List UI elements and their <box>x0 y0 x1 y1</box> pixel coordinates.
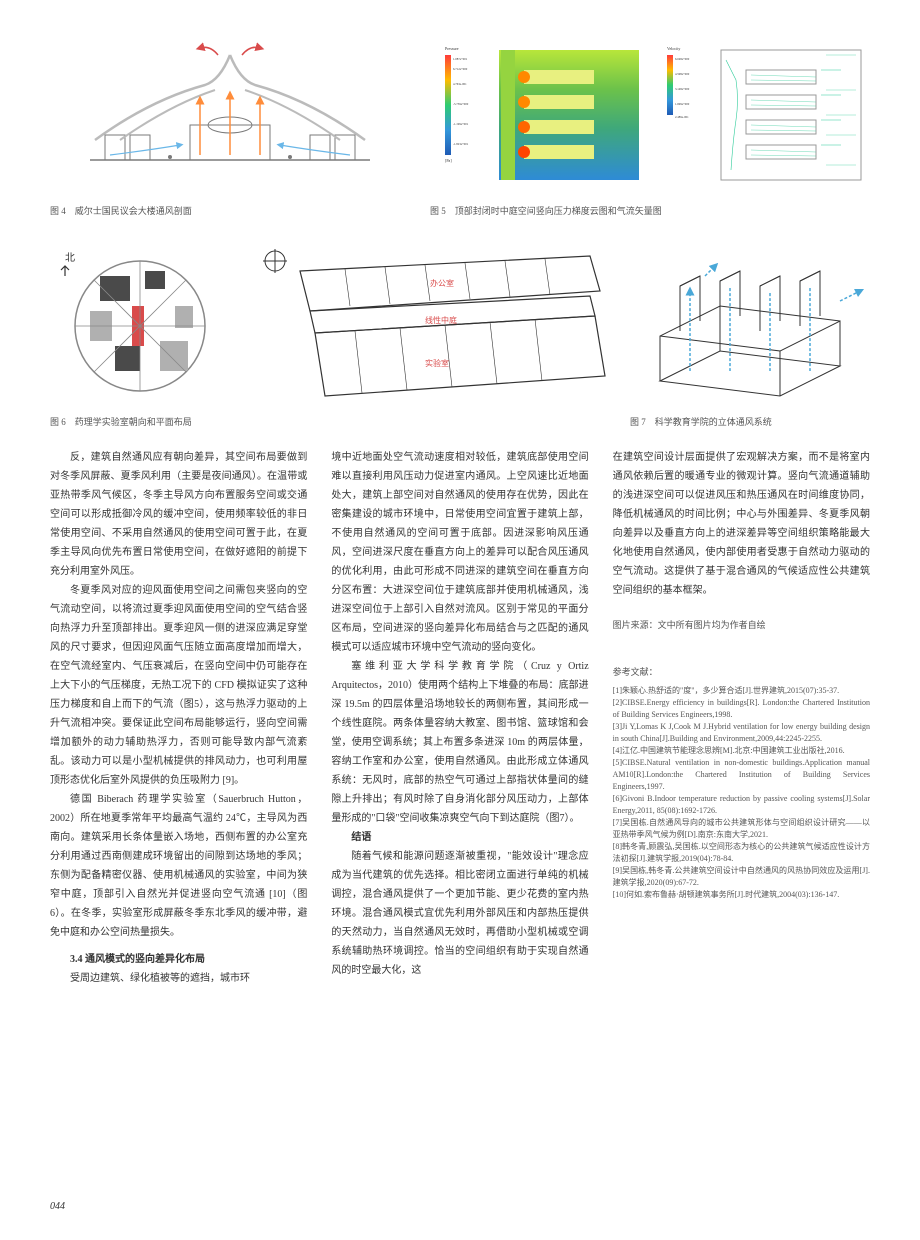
svg-text:2.489e-001: 2.489e-001 <box>675 115 689 119</box>
fig4-svg <box>50 40 410 190</box>
svg-text:-1.199e+001: -1.199e+001 <box>453 122 469 126</box>
svg-text:-5.759e+000: -5.759e+000 <box>453 102 469 106</box>
office-label: 办公室 <box>430 278 454 288</box>
fig7-svg <box>630 241 870 401</box>
svg-text:[Pa]: [Pa] <box>445 158 452 163</box>
ref-10: [10]何如.索布鲁赫·胡顿建筑事务所[J].时代建筑,2004(03):136… <box>613 889 870 901</box>
section-title-3-4: 3.4 通风模式的竖向差异化布局 <box>50 950 307 969</box>
svg-text:6.048e+000: 6.048e+000 <box>675 57 690 61</box>
col3-p1: 在建筑空间设计层面提供了宏观解决方案，而不是将室内通风依赖后置的暖通专业的微观计… <box>613 448 870 600</box>
figure-row-1: Pressure 1.087e+001 6.712e+000 4.763e-00… <box>50 40 870 190</box>
caption-fig7: 图 7 科学教育学院的立体通风系统 <box>630 415 870 428</box>
ref-6: [6]Givoni B.Indoor temperature reduction… <box>613 793 870 817</box>
column-1: 反，建筑自然通风应有朝向差异，其空间布局要做到对冬季风屏蔽、夏季风利用（主要是夜… <box>50 448 307 988</box>
refs-title: 参考文献： <box>613 663 870 682</box>
ref-3: [3]Ji Y,Lomas K J,Cook M J.Hybrid ventil… <box>613 721 870 745</box>
svg-text:1.087e+001: 1.087e+001 <box>453 57 468 61</box>
svg-text:4.763e-001: 4.763e-001 <box>453 82 467 86</box>
col1-p2: 冬夏季风对应的迎风面使用空间之间需包夹竖向的空气流动空间，以将流过夏季迎风面使用… <box>50 581 307 790</box>
svg-text:4.598e+000: 4.598e+000 <box>675 72 690 76</box>
caption-fig5: 图 5 顶部封闭时中庭空间竖向压力梯度云图和气流矢量图 <box>430 204 870 217</box>
caption-fig4: 图 4 威尔士国民议会大楼通风剖面 <box>50 204 410 217</box>
col1-p3: 德国 Biberach 药理学实验室（Sauerbruch Hutton，200… <box>50 790 307 942</box>
col2-p2: 塞维利亚大学科学教育学院（Cruz y Ortiz Arquitectos，20… <box>331 657 588 828</box>
col2-p3: 随着气候和能源问题逐渐被重视，"能效设计"理念应成为当代建筑的优先选择。相比密闭… <box>331 847 588 980</box>
figure-6-plan: 办公室 线性中庭 实验室 <box>250 241 610 401</box>
figure-7 <box>630 241 870 401</box>
svg-text:6.712e+000: 6.712e+000 <box>453 67 468 71</box>
north-label: 北 <box>65 252 75 264</box>
caption-fig6: 图 6 药理学实验室朝向和平面布局 <box>50 415 610 428</box>
ref-7: [7]吴国栋.自然通风导向的城市公共建筑形体与空间组织设计研究——以亚热带季风气… <box>613 817 870 841</box>
svg-text:1.699e+000: 1.699e+000 <box>675 102 690 106</box>
atrium-label: 线性中庭 <box>425 315 457 325</box>
svg-text:Velocity: Velocity <box>667 46 680 51</box>
svg-text:-1.823e+001: -1.823e+001 <box>453 142 469 146</box>
captions-row-2: 图 6 药理学实验室朝向和平面布局 图 7 科学教育学院的立体通风系统 <box>50 409 870 428</box>
figure-row-2: 北 <box>50 241 870 401</box>
column-2: 境中近地面处空气流动速度相对较低，建筑底部使用空间难以直接利用风压动力促进室内通… <box>331 448 588 988</box>
text-columns: 反，建筑自然通风应有朝向差异，其空间布局要做到对冬季风屏蔽、夏季风利用（主要是夜… <box>50 448 870 988</box>
conclusion-title: 结语 <box>331 828 588 847</box>
lab-label: 实验室 <box>425 358 449 368</box>
image-source: 图片来源：文中所有图片均为作者自绘 <box>613 616 870 635</box>
ref-1: [1]朱颖心.热舒适的"度"，多少算合适[J].世界建筑,2015(07):35… <box>613 685 870 697</box>
ref-5: [5]CIBSE.Natural ventilation in non-dome… <box>613 757 870 793</box>
figure-4 <box>50 40 410 190</box>
fig6-plan-svg: 办公室 线性中庭 实验室 <box>250 241 610 401</box>
fig5a-svg: Pressure 1.087e+001 6.712e+000 4.763e-00… <box>430 40 648 190</box>
svg-text:3.148e+000: 3.148e+000 <box>675 87 690 91</box>
page-number: 044 <box>50 1201 65 1212</box>
column-3: 在建筑空间设计层面提供了宏观解决方案，而不是将室内通风依赖后置的暖通专业的微观计… <box>613 448 870 988</box>
svg-text:Pressure: Pressure <box>445 46 459 51</box>
references: [1]朱颖心.热舒适的"度"，多少算合适[J].世界建筑,2015(07):35… <box>613 685 870 901</box>
col1-p4: 受周边建筑、绿化植被等的遮挡，城市环 <box>50 969 307 988</box>
fig6-compass-svg: 北 <box>50 241 230 401</box>
ref-8: [8]韩冬青,顾震弘,吴国栋.以空间形态为核心的公共建筑气候适应性设计方法初探[… <box>613 841 870 865</box>
fig5b: Velocity 6.048e+000 4.598e+000 3.148e+00… <box>652 40 870 190</box>
col1-p1: 反，建筑自然通风应有朝向差异，其空间布局要做到对冬季风屏蔽、夏季风利用（主要是夜… <box>50 448 307 581</box>
figure-6-compass: 北 <box>50 241 230 401</box>
col2-p1: 境中近地面处空气流动速度相对较低，建筑底部使用空间难以直接利用风压动力促进室内通… <box>331 448 588 657</box>
figure-5: Pressure 1.087e+001 6.712e+000 4.763e-00… <box>430 40 870 190</box>
ref-4: [4]江亿.中国建筑节能理念思辨[M].北京:中国建筑工业出版社,2016. <box>613 745 870 757</box>
captions-row-1: 图 4 威尔士国民议会大楼通风剖面 图 5 顶部封闭时中庭空间竖向压力梯度云图和… <box>50 198 870 217</box>
ref-2: [2]CIBSE.Energy efficiency in buildings[… <box>613 697 870 721</box>
fig5b-svg: Velocity 6.048e+000 4.598e+000 3.148e+00… <box>652 40 870 190</box>
ref-9: [9]吴国栋,韩冬青.公共建筑空间设计中自然通风的风热协同效应及运用[J].建筑… <box>613 865 870 889</box>
fig5a: Pressure 1.087e+001 6.712e+000 4.763e-00… <box>430 40 648 190</box>
